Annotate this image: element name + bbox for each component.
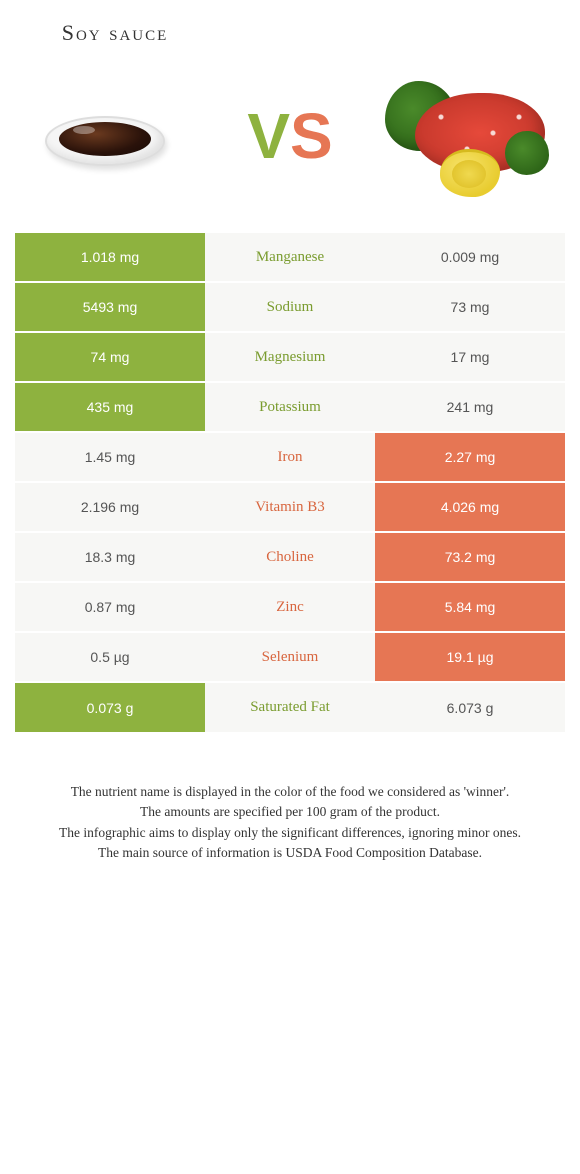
left-value: 1.018 mg xyxy=(15,232,205,282)
right-value: 6.073 g xyxy=(375,682,565,732)
left-value: 435 mg xyxy=(15,382,205,432)
right-value: 73.2 mg xyxy=(375,532,565,582)
nutrient-table-body: 1.018 mgManganese0.009 mg5493 mgSodium73… xyxy=(15,232,565,732)
nutrient-name: Zinc xyxy=(205,582,375,632)
table-row: 0.073 gSaturated Fat6.073 g xyxy=(15,682,565,732)
nutrient-name: Iron xyxy=(205,432,375,482)
nutrient-name: Manganese xyxy=(205,232,375,282)
left-value: 5493 mg xyxy=(15,282,205,332)
left-value: 18.3 mg xyxy=(15,532,205,582)
left-value: 1.45 mg xyxy=(15,432,205,482)
vs-label: VS xyxy=(247,99,332,173)
right-value: 241 mg xyxy=(375,382,565,432)
nutrient-table: 1.018 mgManganese0.009 mg5493 mgSodium73… xyxy=(15,231,565,732)
left-value: 0.073 g xyxy=(15,682,205,732)
left-value: 74 mg xyxy=(15,332,205,382)
vs-s: S xyxy=(290,100,333,172)
ground-meat-icon xyxy=(385,71,555,201)
image-row: VS xyxy=(15,66,565,206)
infographic-container: Soy sauce Ground meat VS 1.018 mgMangane… xyxy=(0,0,580,893)
note-line: The amounts are specified per 100 gram o… xyxy=(25,802,555,822)
table-row: 0.5 µgSelenium19.1 µg xyxy=(15,632,565,682)
table-row: 18.3 mgCholine73.2 mg xyxy=(15,532,565,582)
left-value: 2.196 mg xyxy=(15,482,205,532)
nutrient-name: Vitamin B3 xyxy=(205,482,375,532)
nutrient-name: Selenium xyxy=(205,632,375,682)
table-row: 1.018 mgManganese0.009 mg xyxy=(15,232,565,282)
right-food-title: Ground meat xyxy=(365,20,565,46)
table-row: 435 mgPotassium241 mg xyxy=(15,382,565,432)
table-row: 74 mgMagnesium17 mg xyxy=(15,332,565,382)
table-row: 2.196 mgVitamin B34.026 mg xyxy=(15,482,565,532)
right-value: 4.026 mg xyxy=(375,482,565,532)
vs-v: V xyxy=(247,100,290,172)
table-row: 0.87 mgZinc5.84 mg xyxy=(15,582,565,632)
table-row: 1.45 mgIron2.27 mg xyxy=(15,432,565,482)
right-value: 5.84 mg xyxy=(375,582,565,632)
left-food-title: Soy sauce xyxy=(15,20,215,46)
note-line: The main source of information is USDA F… xyxy=(25,843,555,863)
ground-meat-image xyxy=(375,66,565,206)
header-row: Soy sauce Ground meat xyxy=(15,20,565,46)
right-value: 2.27 mg xyxy=(375,432,565,482)
right-value: 17 mg xyxy=(375,332,565,382)
table-row: 5493 mgSodium73 mg xyxy=(15,282,565,332)
left-value: 0.87 mg xyxy=(15,582,205,632)
note-line: The nutrient name is displayed in the co… xyxy=(25,782,555,802)
note-line: The infographic aims to display only the… xyxy=(25,823,555,843)
nutrient-name: Potassium xyxy=(205,382,375,432)
soy-sauce-icon xyxy=(35,96,185,176)
nutrient-name: Sodium xyxy=(205,282,375,332)
nutrient-name: Saturated Fat xyxy=(205,682,375,732)
right-value: 0.009 mg xyxy=(375,232,565,282)
footnotes: The nutrient name is displayed in the co… xyxy=(15,782,565,863)
nutrient-name: Magnesium xyxy=(205,332,375,382)
left-value: 0.5 µg xyxy=(15,632,205,682)
right-value: 19.1 µg xyxy=(375,632,565,682)
right-value: 73 mg xyxy=(375,282,565,332)
soy-sauce-image xyxy=(15,66,205,206)
nutrient-name: Choline xyxy=(205,532,375,582)
